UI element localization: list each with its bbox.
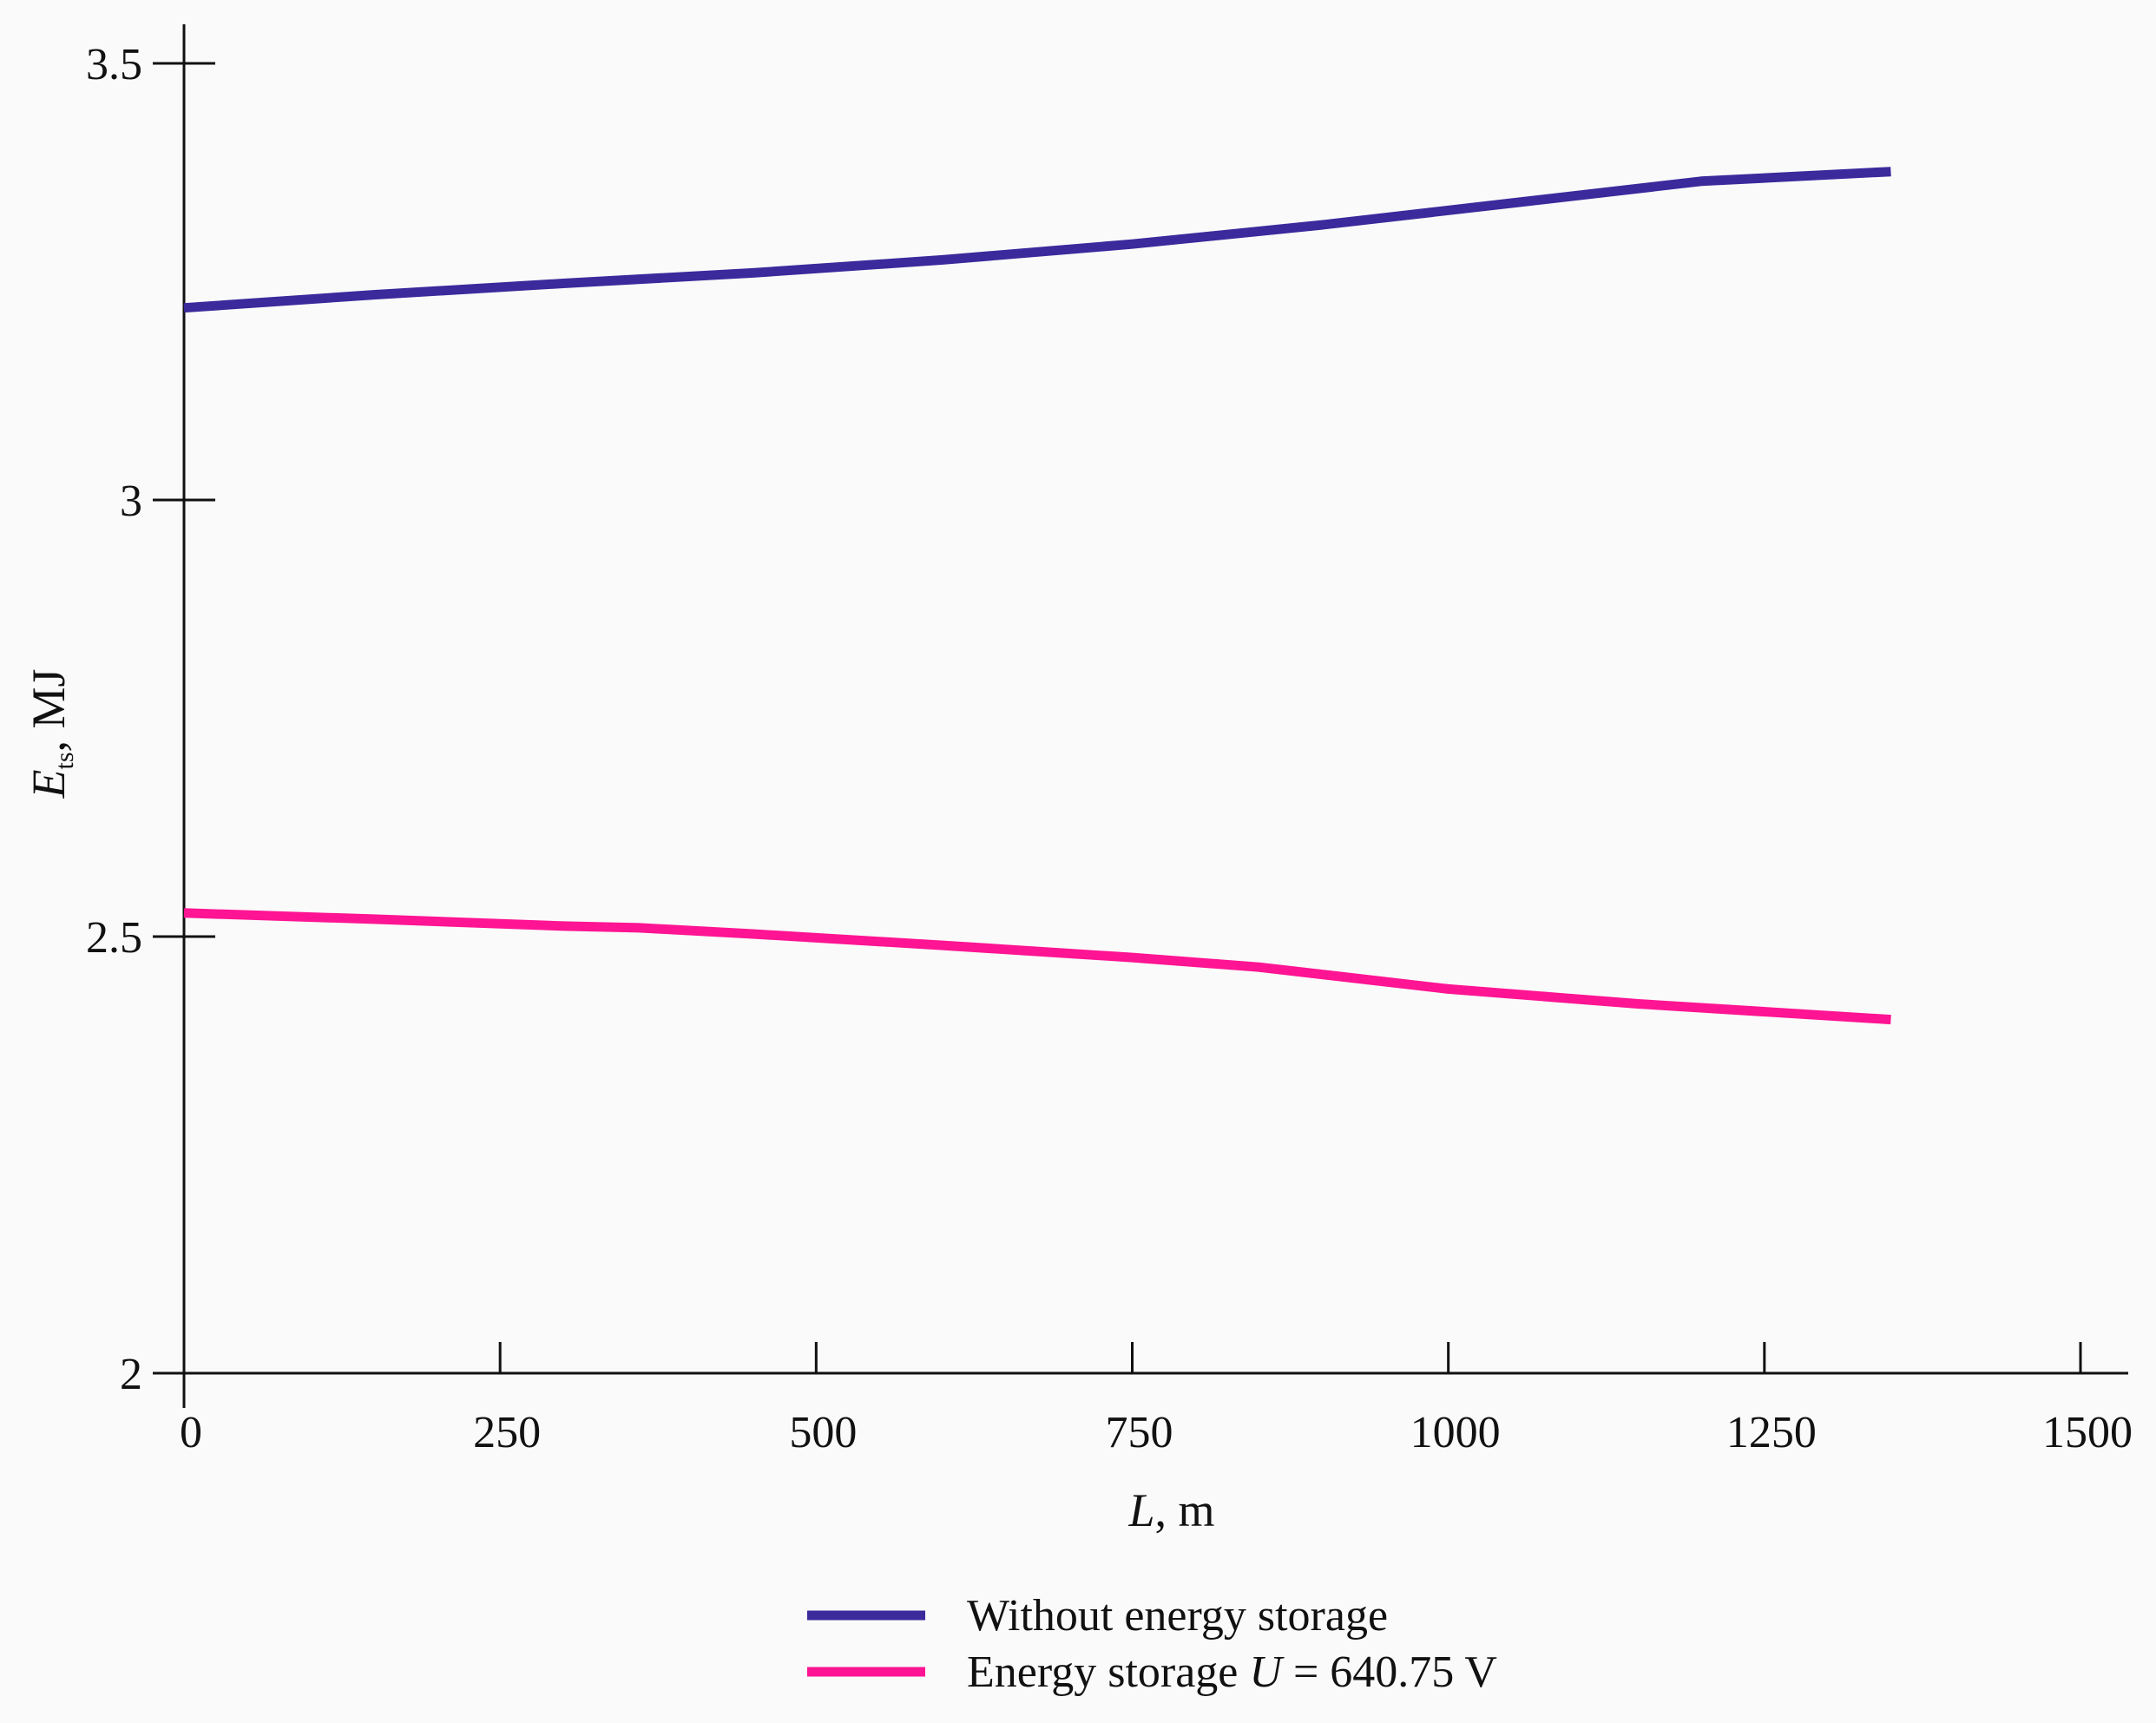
y-axis-title-sub: ts bbox=[50, 753, 79, 770]
y-axis-title-var: E bbox=[23, 770, 75, 799]
x-tick-label: 1250 bbox=[1726, 1408, 1817, 1457]
ticks: 2 2.5 3 3.5 0 250 500 750 1000 1250 1500 bbox=[86, 40, 2133, 1457]
legend-label-energy-storage-var: U bbox=[1249, 1647, 1285, 1697]
series-line-0 bbox=[183, 167, 1891, 313]
legend-label-without-storage: Without energy storage bbox=[967, 1591, 1388, 1641]
legend-label-energy-storage-rest: = 640.75 V bbox=[1282, 1647, 1497, 1697]
legend-label-energy-storage-text: Energy storage bbox=[967, 1647, 1249, 1697]
legend-label-without-storage-text: Without energy storage bbox=[967, 1591, 1388, 1641]
series-layer bbox=[183, 167, 1891, 1025]
x-tick-label: 0 bbox=[180, 1408, 202, 1457]
y-tick-label: 2.5 bbox=[86, 913, 142, 963]
legend-label-energy-storage: Energy storage U = 640.75 V bbox=[967, 1647, 1497, 1697]
x-tick-label: 1000 bbox=[1410, 1408, 1501, 1457]
legend: Without energy storage Energy storage U … bbox=[807, 1591, 1497, 1697]
axes bbox=[156, 24, 2128, 1408]
y-axis-title: Ets, MJ bbox=[23, 668, 79, 799]
y-tick-label: 3.5 bbox=[86, 40, 142, 89]
x-tick-label: 1500 bbox=[2042, 1408, 2133, 1457]
y-tick-label: 3 bbox=[120, 477, 142, 526]
x-tick-label: 500 bbox=[789, 1408, 857, 1457]
x-tick-label: 250 bbox=[473, 1408, 541, 1457]
series-line-1 bbox=[183, 908, 1891, 1025]
y-tick-label: 2 bbox=[120, 1350, 142, 1399]
x-axis-title-unit: , m bbox=[1155, 1484, 1215, 1536]
x-axis-title-var: L bbox=[1127, 1484, 1154, 1536]
y-axis-title-unit: , MJ bbox=[23, 668, 75, 752]
x-axis-title: L, m bbox=[1127, 1484, 1214, 1536]
x-tick-label: 750 bbox=[1106, 1408, 1173, 1457]
